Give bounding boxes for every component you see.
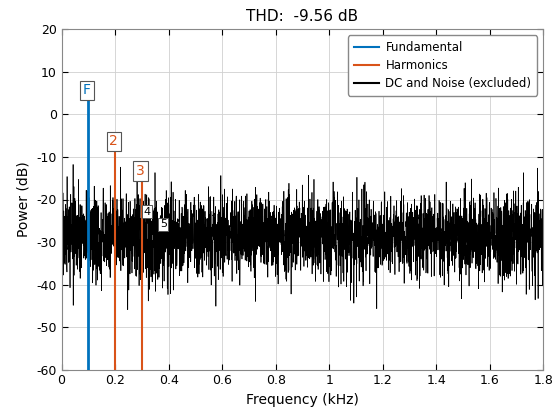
X-axis label: Frequency (kHz): Frequency (kHz): [246, 393, 359, 407]
Text: 5: 5: [160, 219, 167, 229]
Text: 2: 2: [109, 134, 118, 148]
Y-axis label: Power (dB): Power (dB): [17, 162, 31, 237]
Text: 4: 4: [144, 207, 151, 217]
Legend: Fundamental, Harmonics, DC and Noise (excluded): Fundamental, Harmonics, DC and Noise (ex…: [348, 35, 537, 96]
Text: 3: 3: [136, 164, 145, 178]
Title: THD:  -9.56 dB: THD: -9.56 dB: [246, 9, 358, 24]
Text: F: F: [83, 84, 91, 97]
